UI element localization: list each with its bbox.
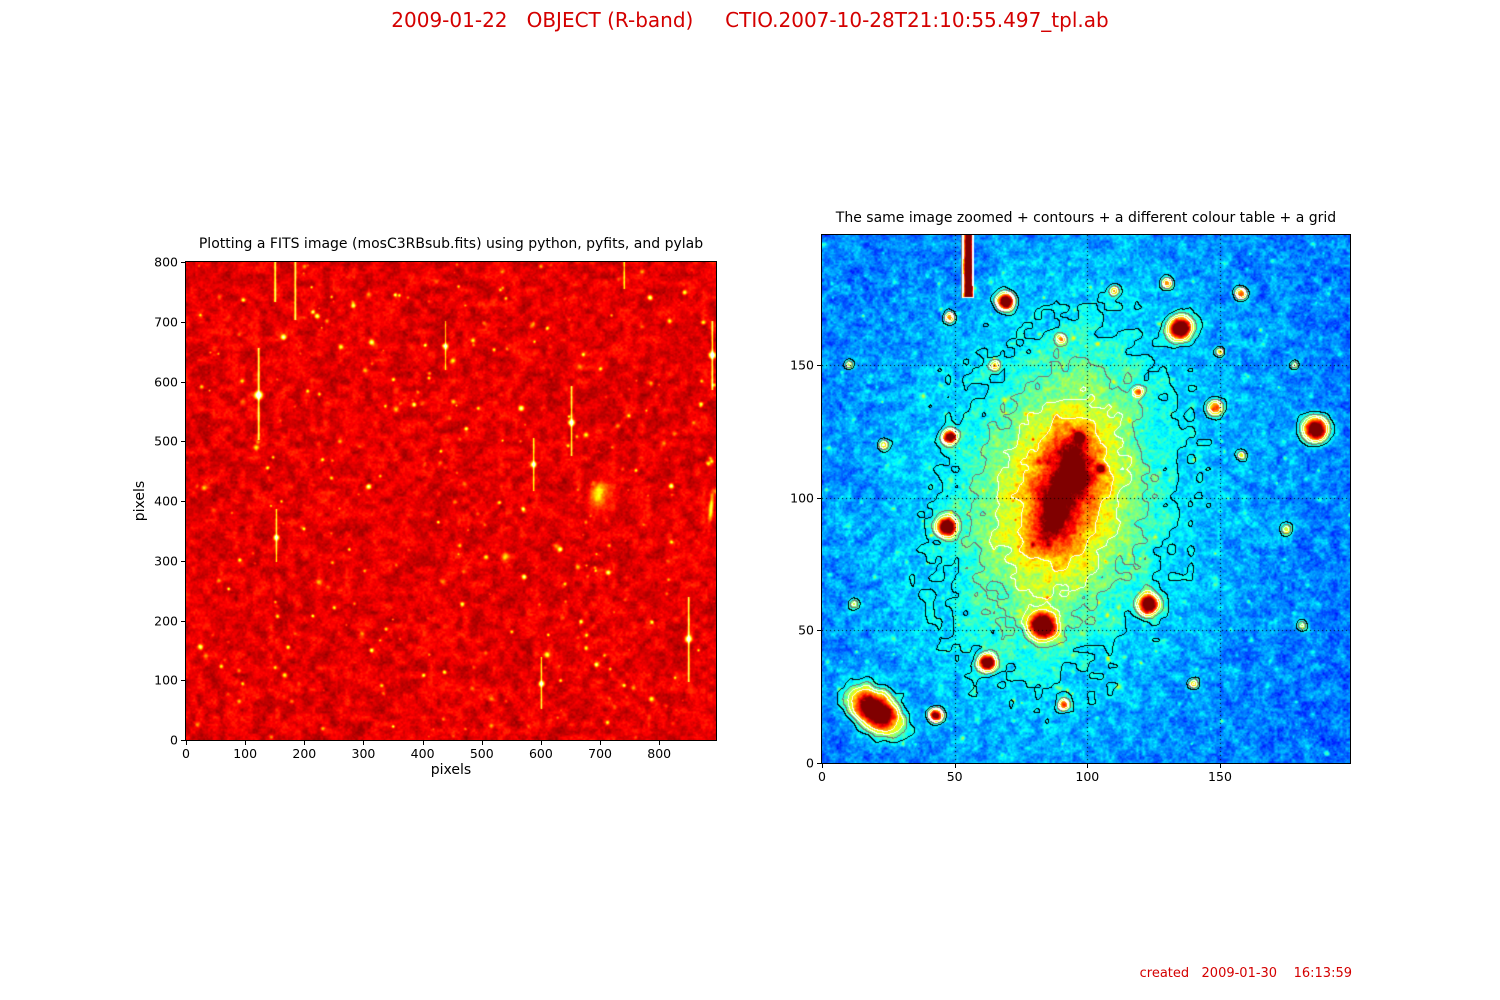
x-tick-label: 0 <box>182 746 190 761</box>
x-tick-label: 100 <box>233 746 258 761</box>
x-tick-mark <box>423 741 424 745</box>
y-tick-mark <box>181 621 185 622</box>
y-tick-mark <box>181 561 185 562</box>
y-tick-mark <box>181 382 185 383</box>
y-tick-mark <box>181 740 185 741</box>
y-tick-label: 200 <box>154 613 178 628</box>
y-tick-label: 700 <box>154 314 178 330</box>
x-tick-mark <box>1220 764 1221 768</box>
x-tick-mark <box>600 741 601 745</box>
x-tick-mark <box>955 764 956 768</box>
left-plot: Plotting a FITS image (mosC3RBsub.fits) … <box>132 236 717 778</box>
figure-header-title: 2009-01-22 OBJECT (R-band) CTIO.2007-10-… <box>391 8 1109 32</box>
y-tick-label: 0 <box>170 732 178 748</box>
y-tick-mark <box>817 630 821 631</box>
x-tick-label: 200 <box>292 746 317 761</box>
x-tick-mark <box>363 741 364 745</box>
right-image-canvas <box>821 234 1351 764</box>
y-tick-label: 100 <box>154 672 178 688</box>
y-tick-mark <box>181 501 185 502</box>
left-image-canvas <box>185 261 717 741</box>
x-tick-mark <box>1087 764 1088 768</box>
x-tick-mark <box>304 741 305 745</box>
y-tick-label: 0 <box>806 755 814 771</box>
y-tick-mark <box>181 262 185 263</box>
y-tick-label: 50 <box>798 622 814 638</box>
y-tick-label: 500 <box>154 433 178 449</box>
x-tick-label: 0 <box>818 769 826 784</box>
x-tick-label: 400 <box>410 746 435 761</box>
created-timestamp: created 2009-01-30 16:13:59 <box>1139 966 1352 981</box>
x-tick-label: 300 <box>351 746 376 761</box>
left-x-axis-label: pixels <box>430 762 472 778</box>
left-y-axis-label: pixels <box>132 480 148 522</box>
x-tick-label: 150 <box>1208 769 1232 784</box>
x-tick-mark <box>541 741 542 745</box>
y-tick-mark <box>181 322 185 323</box>
x-tick-mark <box>822 764 823 768</box>
y-tick-label: 400 <box>154 493 178 509</box>
x-tick-mark <box>245 741 246 745</box>
y-tick-label: 300 <box>154 553 178 569</box>
x-tick-mark <box>659 741 660 745</box>
x-tick-label: 600 <box>528 746 553 761</box>
x-tick-label: 100 <box>1075 769 1100 784</box>
right-plot: The same image zoomed + contours + a dif… <box>790 210 1351 784</box>
x-tick-label: 50 <box>946 769 963 784</box>
y-tick-mark <box>181 680 185 681</box>
right-plot-title: The same image zoomed + contours + a dif… <box>835 210 1337 226</box>
y-tick-mark <box>817 365 821 366</box>
y-tick-mark <box>817 498 821 499</box>
y-tick-label: 100 <box>790 490 814 506</box>
y-tick-mark <box>181 441 185 442</box>
y-tick-mark <box>817 763 821 764</box>
y-tick-label: 800 <box>154 254 178 270</box>
x-tick-label: 500 <box>469 746 494 761</box>
y-tick-label: 150 <box>790 357 814 373</box>
x-tick-mark <box>482 741 483 745</box>
left-plot-title: Plotting a FITS image (mosC3RBsub.fits) … <box>198 236 704 252</box>
x-tick-mark <box>186 741 187 745</box>
x-tick-label: 700 <box>588 746 612 761</box>
x-tick-label: 800 <box>647 746 672 761</box>
y-tick-label: 600 <box>154 374 178 389</box>
